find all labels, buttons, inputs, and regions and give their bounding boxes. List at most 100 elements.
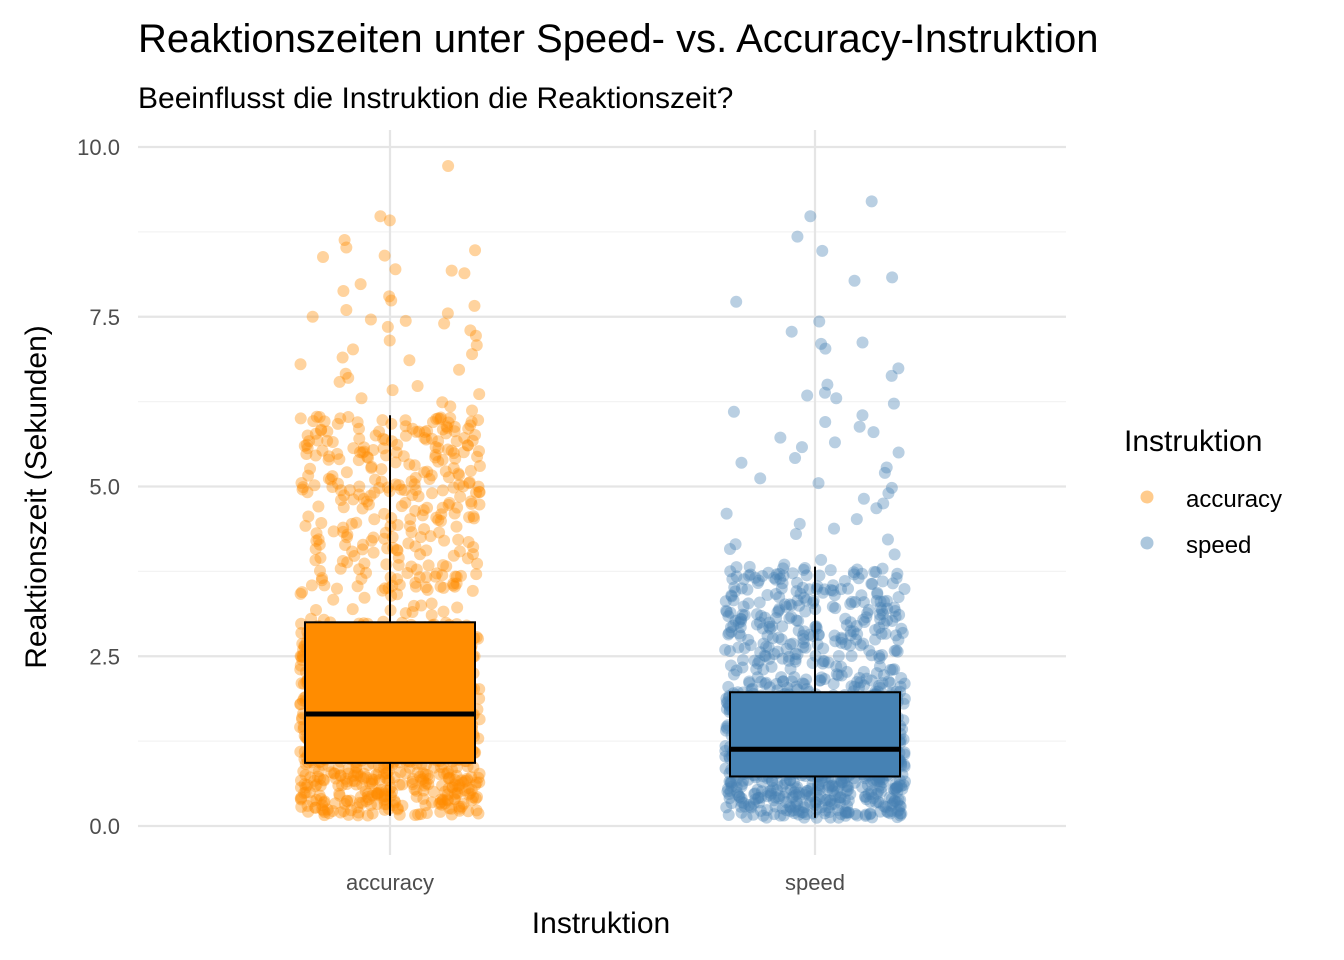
data-point xyxy=(371,788,384,801)
data-point xyxy=(294,781,307,794)
data-point xyxy=(747,797,760,810)
data-point xyxy=(884,663,897,676)
data-point xyxy=(752,791,765,804)
data-point xyxy=(452,800,465,813)
data-point xyxy=(340,303,353,316)
data-point xyxy=(779,777,792,790)
data-point xyxy=(891,805,904,818)
data-point xyxy=(788,786,801,799)
data-point xyxy=(378,249,391,262)
data-point xyxy=(761,589,774,602)
data-point xyxy=(849,808,862,821)
data-point xyxy=(385,294,398,307)
data-point xyxy=(294,698,307,711)
data-point xyxy=(826,779,839,792)
data-point xyxy=(870,502,883,515)
data-point xyxy=(749,787,762,800)
data-point xyxy=(470,486,483,499)
data-point xyxy=(753,796,766,809)
data-point xyxy=(897,779,910,792)
data-point xyxy=(370,787,383,800)
data-point xyxy=(790,614,803,627)
data-point xyxy=(776,780,789,793)
data-point xyxy=(391,543,404,556)
data-point xyxy=(789,800,802,813)
data-point xyxy=(817,655,830,668)
data-point xyxy=(844,625,857,638)
data-point xyxy=(754,646,767,659)
data-point xyxy=(409,809,422,822)
data-point xyxy=(857,679,870,692)
data-point xyxy=(356,446,369,459)
data-point xyxy=(340,241,353,254)
y-axis-ticks: 0.0 2.5 5.0 7.5 10.0 xyxy=(77,135,120,839)
data-point xyxy=(790,795,803,808)
data-point xyxy=(835,631,848,644)
data-point xyxy=(351,416,364,429)
data-point xyxy=(457,797,470,810)
data-point xyxy=(393,578,406,591)
data-point xyxy=(354,278,367,291)
data-point xyxy=(810,582,823,595)
data-point xyxy=(318,795,331,808)
data-point xyxy=(420,544,433,557)
data-point xyxy=(735,582,748,595)
data-point xyxy=(310,534,323,547)
data-point xyxy=(801,389,814,402)
data-point xyxy=(729,538,742,551)
data-point xyxy=(470,568,483,581)
data-point xyxy=(798,561,811,574)
data-point xyxy=(457,446,470,459)
data-point xyxy=(447,462,460,475)
data-point xyxy=(334,562,347,575)
data-point xyxy=(453,778,466,791)
data-point xyxy=(432,513,445,526)
data-point xyxy=(738,609,751,622)
data-point xyxy=(797,591,810,604)
data-point xyxy=(411,766,424,779)
data-point xyxy=(749,571,762,584)
data-point xyxy=(309,554,322,567)
data-point xyxy=(877,669,890,682)
data-point xyxy=(306,310,319,323)
y-tick-label: 0.0 xyxy=(89,814,120,839)
data-point xyxy=(365,534,378,547)
data-point xyxy=(757,809,770,822)
data-point xyxy=(754,791,767,804)
data-point xyxy=(462,422,475,435)
data-point xyxy=(793,599,806,612)
data-point xyxy=(735,806,748,819)
data-point xyxy=(827,584,840,597)
data-point xyxy=(874,595,887,608)
data-point xyxy=(437,605,450,618)
data-point xyxy=(326,470,339,483)
data-point xyxy=(721,785,734,798)
data-point xyxy=(889,782,902,795)
data-point xyxy=(350,761,363,774)
data-point xyxy=(841,780,854,793)
data-point xyxy=(364,798,377,811)
data-point xyxy=(453,804,466,817)
data-point xyxy=(826,784,839,797)
data-point xyxy=(405,475,418,488)
data-point xyxy=(470,804,483,817)
data-point xyxy=(352,806,365,819)
data-point xyxy=(313,564,326,577)
data-point xyxy=(442,765,455,778)
data-point xyxy=(898,748,911,761)
data-point xyxy=(408,478,421,491)
data-point xyxy=(776,620,789,633)
data-point xyxy=(434,805,447,818)
legend-title: Instruktion xyxy=(1124,425,1262,458)
data-point xyxy=(315,423,328,436)
data-point xyxy=(789,653,802,666)
data-point xyxy=(403,761,416,774)
data-point xyxy=(824,794,837,807)
data-point xyxy=(379,582,392,595)
data-point xyxy=(458,784,471,797)
data-point xyxy=(875,781,888,794)
data-point xyxy=(318,774,331,787)
data-point xyxy=(433,526,446,539)
data-point xyxy=(460,772,473,785)
